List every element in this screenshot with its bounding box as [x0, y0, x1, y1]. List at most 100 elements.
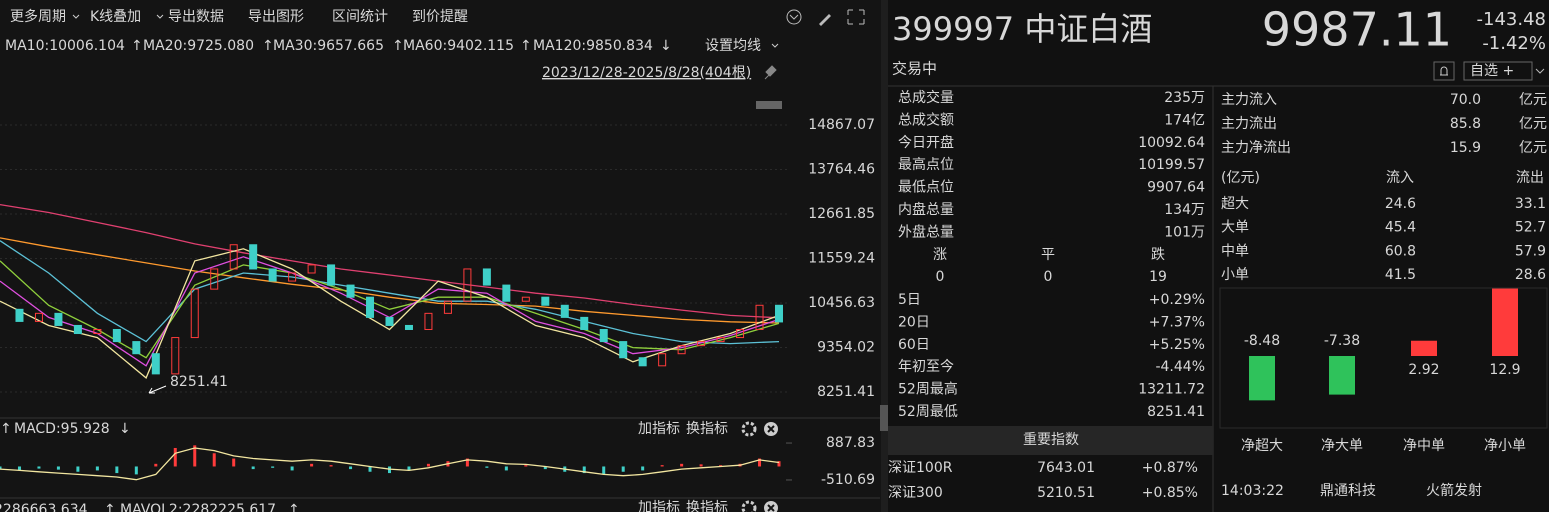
ma-arrow: ↓	[660, 38, 672, 54]
range-label: 2023/12/28-2025/8/28(404根)	[542, 65, 751, 81]
toolbar-item[interactable]: 区间统计	[332, 9, 388, 25]
net-flow-category: 净小单	[1484, 438, 1526, 454]
ma-label: MA10:10006.104	[5, 38, 125, 54]
candle	[327, 264, 336, 286]
flow-value: 70.0	[1450, 92, 1481, 108]
ma-arrow: ↑	[131, 38, 143, 54]
scrollbar	[880, 405, 888, 431]
menu-icon[interactable]	[786, 9, 802, 25]
toolbar-item[interactable]: 到价提醒	[412, 9, 468, 25]
candle	[385, 316, 394, 326]
flow-label: 主力流出	[1221, 116, 1277, 132]
macd-bar	[37, 466, 41, 469]
gear-icon[interactable]	[741, 500, 757, 512]
gear-icon[interactable]	[741, 421, 757, 437]
ma-settings[interactable]: 设置均线	[705, 38, 761, 54]
stat-label: 内盘总量	[898, 201, 954, 218]
return-value: +5.25%	[1149, 337, 1205, 353]
flow-unit: 亿元	[1519, 140, 1547, 156]
flow-value: 15.9	[1450, 140, 1481, 156]
candle	[112, 328, 121, 343]
return-label: 52周最高	[898, 381, 958, 398]
ma-label: MA60:9402.115	[403, 38, 514, 54]
macd-bar	[758, 458, 762, 467]
candle	[775, 304, 783, 323]
dif-line	[0, 447, 780, 481]
macd-bar	[56, 466, 60, 470]
index-price: 7643.01	[1037, 460, 1095, 476]
flow-value: 85.8	[1450, 116, 1481, 132]
status: 交易中	[892, 60, 937, 78]
macd-bar	[0, 466, 2, 470]
return-value: 13211.72	[1138, 382, 1205, 398]
macd-bar	[154, 463, 158, 467]
candle	[736, 328, 745, 339]
y-tick-label: 10456.63	[808, 295, 875, 311]
macd-bar	[193, 445, 197, 467]
macd-bar	[699, 464, 703, 467]
indicator-button[interactable]: 加指标	[638, 421, 680, 437]
return-label: 52周最低	[898, 404, 958, 420]
macd-bar	[602, 466, 606, 475]
fullscreen-icon[interactable]	[847, 9, 865, 25]
bell-icon	[1440, 66, 1448, 76]
net-flow-bar	[1329, 356, 1355, 395]
indicator-button[interactable]: 加指标	[638, 500, 680, 512]
net-flow-bar	[1492, 288, 1518, 356]
stat-label: 总成交量	[898, 89, 954, 106]
candle	[677, 345, 686, 355]
watch-button[interactable]	[1463, 61, 1533, 81]
macd-bar	[719, 465, 723, 467]
index-name[interactable]: 深证100R	[888, 460, 953, 476]
candle	[697, 341, 706, 347]
flow-table-out: 57.9	[1515, 243, 1546, 259]
macd-bar	[407, 466, 411, 471]
close-icon[interactable]	[764, 501, 778, 512]
flow-label: 主力净流出	[1221, 140, 1291, 156]
toolbar-item[interactable]: 更多周期	[10, 8, 66, 25]
flow-unit: 亿元	[1519, 116, 1547, 132]
pin-icon[interactable]	[764, 65, 777, 80]
indicator-button[interactable]: 换指标	[686, 420, 728, 437]
macd-bar	[485, 466, 489, 468]
candle	[249, 244, 258, 270]
stat-label: 总成交额	[898, 111, 954, 128]
draw-icon[interactable]	[819, 14, 831, 26]
macd-bar	[290, 466, 294, 471]
stat-label: 今日开盘	[898, 134, 954, 151]
breadth-label: 涨	[933, 247, 947, 263]
candle	[424, 312, 433, 330]
y-tick-label: 13764.46	[808, 161, 875, 177]
indicator-button[interactable]: 换指标	[686, 499, 728, 512]
candle	[151, 353, 160, 375]
index-name[interactable]: 深证300	[888, 485, 943, 501]
change: -143.48	[1477, 9, 1546, 30]
candle	[599, 328, 608, 343]
return-label: 年初至今	[898, 358, 954, 375]
macd-bar	[251, 466, 255, 470]
candle	[190, 288, 199, 339]
macd-bar	[310, 463, 314, 467]
return-value: +7.37%	[1149, 314, 1205, 330]
toolbar-item[interactable]: K线叠加	[90, 9, 141, 25]
net-flow-bar	[1249, 356, 1275, 401]
y-tick-label: -510.69	[821, 472, 875, 488]
candle	[73, 324, 82, 335]
macd-bar	[134, 466, 138, 475]
return-label: 20日	[898, 314, 930, 330]
net-flow-bar	[1411, 340, 1437, 356]
macd-bar	[232, 458, 236, 467]
net-flow-category: 净大单	[1321, 438, 1363, 454]
alert-button[interactable]	[1433, 61, 1455, 81]
toolbar-item[interactable]: 导出图形	[248, 9, 304, 25]
toolbar-item[interactable]: 导出数据	[168, 9, 224, 25]
candle	[288, 272, 297, 282]
ma-label: MA20:9725.080	[143, 38, 254, 54]
watch-button-label[interactable]: 自选 +	[1470, 63, 1514, 79]
candle	[171, 337, 180, 375]
candle	[404, 324, 413, 330]
candle	[482, 268, 491, 286]
stat-label: 外盘总量	[898, 223, 954, 240]
scroll-widget[interactable]	[756, 101, 782, 109]
